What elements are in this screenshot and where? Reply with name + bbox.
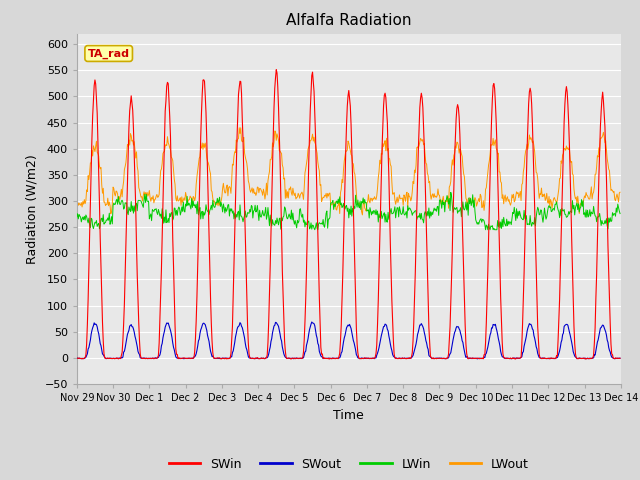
- Y-axis label: Radiation (W/m2): Radiation (W/m2): [26, 154, 39, 264]
- X-axis label: Time: Time: [333, 408, 364, 421]
- Text: TA_rad: TA_rad: [88, 48, 130, 59]
- Legend: SWin, SWout, LWin, LWout: SWin, SWout, LWin, LWout: [164, 453, 534, 476]
- Title: Alfalfa Radiation: Alfalfa Radiation: [286, 13, 412, 28]
